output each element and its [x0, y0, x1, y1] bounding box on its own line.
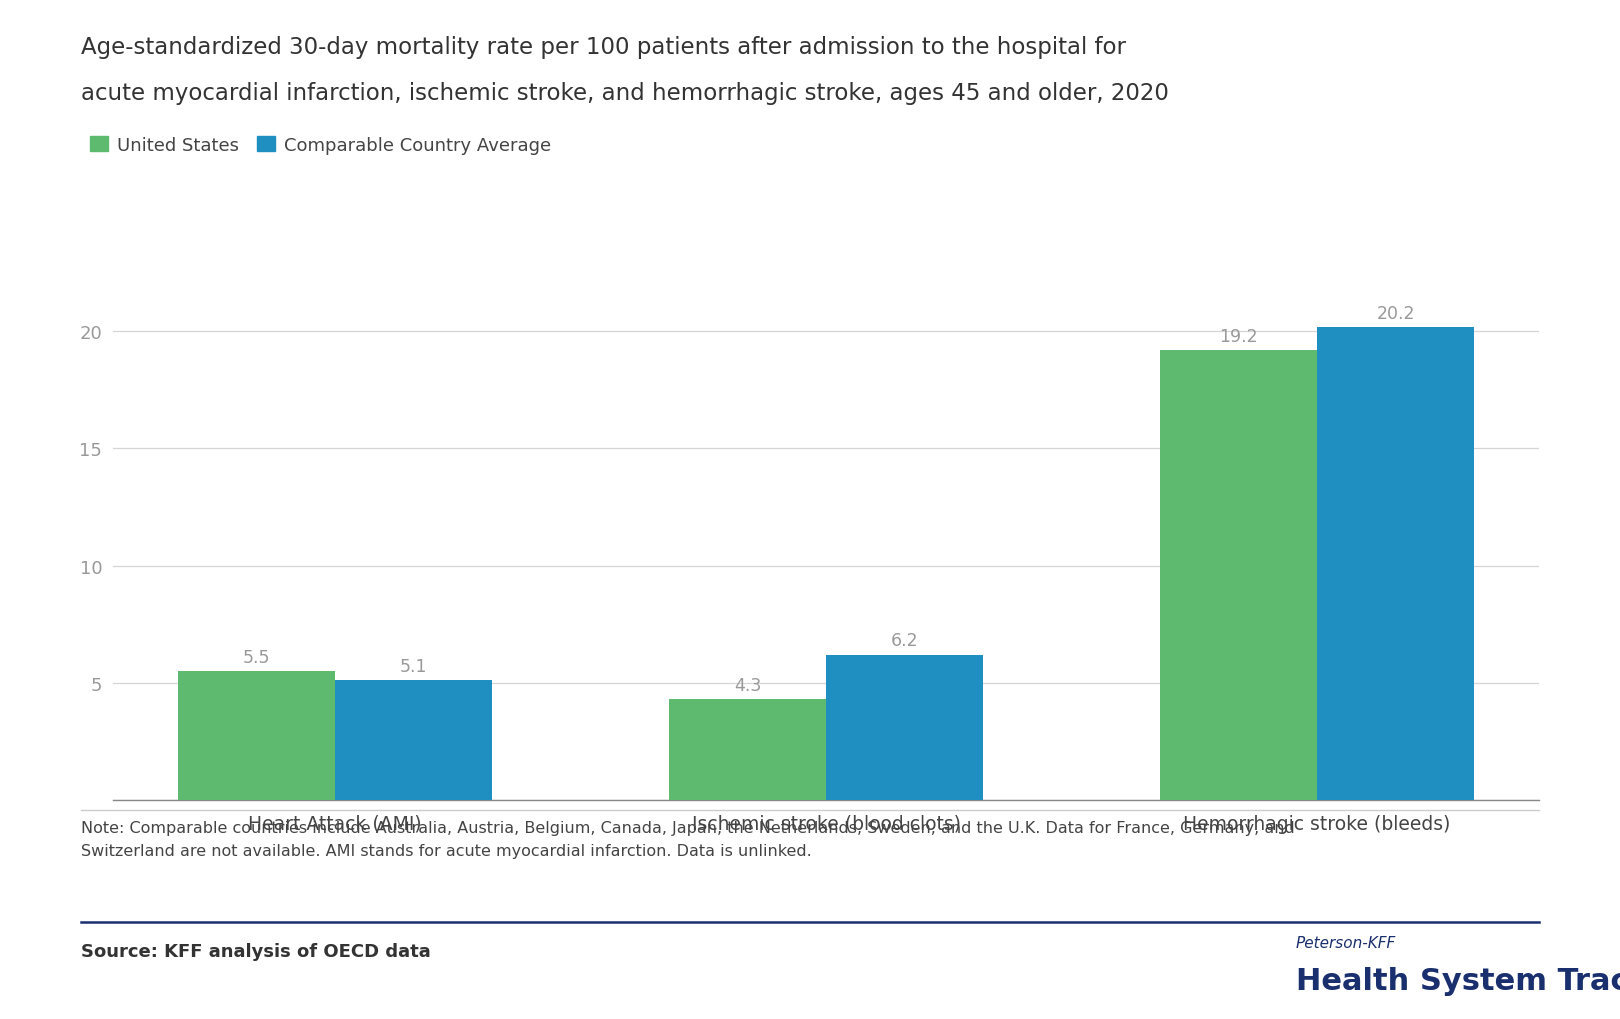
Bar: [1317, 327, 1474, 800]
Text: 5.1: 5.1: [400, 657, 428, 676]
Legend: United States, Comparable Country Average: United States, Comparable Country Averag…: [91, 137, 551, 154]
Text: 5.5: 5.5: [243, 648, 271, 666]
Text: 4.3: 4.3: [734, 677, 761, 694]
Text: 20.2: 20.2: [1377, 305, 1414, 322]
Text: Note: Comparable countries include Australia, Austria, Belgium, Canada, Japan, t: Note: Comparable countries include Austr…: [81, 820, 1294, 859]
Text: acute myocardial infarction, ischemic stroke, and hemorrhagic stroke, ages 45 an: acute myocardial infarction, ischemic st…: [81, 82, 1170, 105]
Text: 6.2: 6.2: [891, 632, 919, 650]
Bar: [335, 681, 492, 800]
Bar: [826, 655, 983, 800]
Bar: [178, 672, 335, 800]
Text: Peterson-KFF: Peterson-KFF: [1296, 935, 1396, 951]
Bar: [1160, 351, 1317, 800]
Text: Source: KFF analysis of OECD data: Source: KFF analysis of OECD data: [81, 943, 431, 961]
Text: Age-standardized 30-day mortality rate per 100 patients after admission to the h: Age-standardized 30-day mortality rate p…: [81, 36, 1126, 59]
Text: Health System Tracker: Health System Tracker: [1296, 966, 1620, 995]
Bar: [669, 699, 826, 800]
Text: 19.2: 19.2: [1220, 328, 1257, 345]
